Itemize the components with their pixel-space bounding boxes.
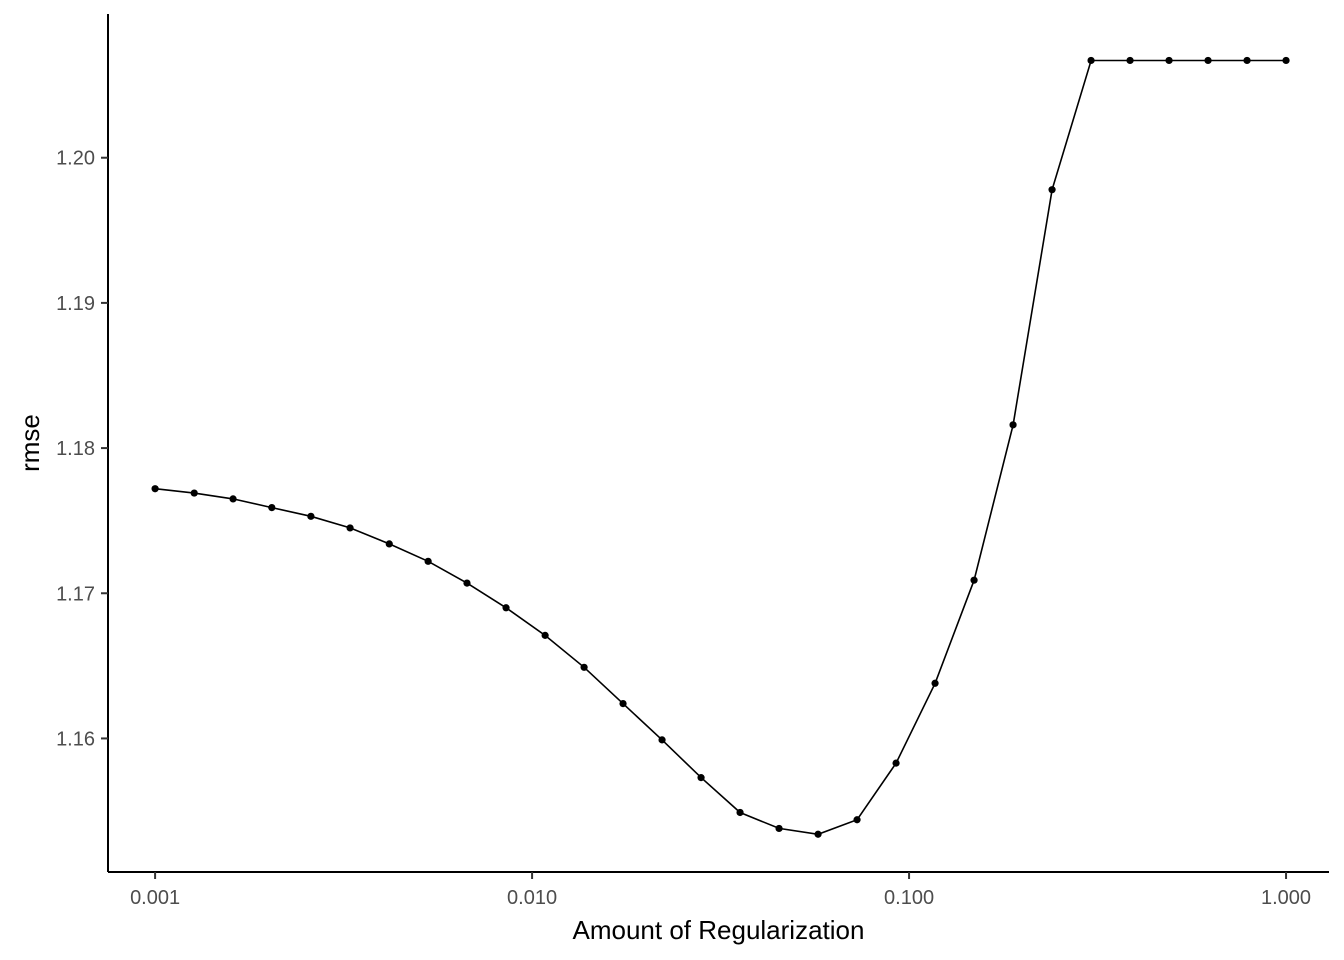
- data-point: [814, 830, 822, 838]
- data-point: [463, 579, 471, 587]
- series-layer: [151, 56, 1290, 838]
- data-point: [1204, 56, 1212, 65]
- data-point: [736, 808, 744, 817]
- data-point: [268, 504, 276, 512]
- data-point: [502, 604, 510, 612]
- data-point: [580, 663, 588, 671]
- data-point: [385, 540, 393, 548]
- data-point: [892, 759, 900, 767]
- series-line: [155, 59, 1286, 836]
- data-point: [1087, 56, 1095, 65]
- data-point: [1282, 56, 1290, 65]
- data-point: [1048, 186, 1056, 194]
- y-tick-label: 1.18: [56, 438, 95, 460]
- x-tick-label: 0.001: [130, 887, 180, 909]
- data-point: [775, 824, 783, 833]
- data-point: [229, 495, 237, 503]
- data-point: [970, 576, 978, 584]
- data-point: [1009, 421, 1017, 429]
- data-point: [541, 631, 549, 639]
- x-axis-title: Amount of Regularization: [573, 915, 865, 945]
- x-tick-label: 0.100: [884, 887, 934, 909]
- data-point: [853, 816, 861, 824]
- x-tick-label: 0.010: [507, 887, 557, 909]
- data-point: [619, 699, 627, 708]
- data-point: [931, 679, 939, 687]
- tick-layer: 0.001 0.010 0.100 1.000 1.16 1.17 1.18 1.19 1.20: [56, 148, 1311, 909]
- y-tick-label: 1.19: [56, 293, 95, 315]
- data-point: [190, 489, 198, 497]
- data-point: [1165, 56, 1173, 65]
- data-point: [1243, 56, 1251, 65]
- axis-layer: [107, 14, 1329, 873]
- y-tick-label: 1.17: [56, 583, 95, 605]
- y-axis-title: rmse: [15, 414, 45, 472]
- data-point: [658, 736, 666, 744]
- y-tick-label: 1.16: [56, 728, 95, 750]
- x-tick-label: 1.000: [1261, 887, 1311, 909]
- data-point: [697, 774, 705, 782]
- data-point: [151, 485, 159, 493]
- data-point: [424, 557, 432, 565]
- data-point: [346, 524, 354, 532]
- data-point: [1126, 56, 1134, 65]
- data-point: [307, 512, 315, 520]
- y-tick-label: 1.20: [56, 148, 95, 170]
